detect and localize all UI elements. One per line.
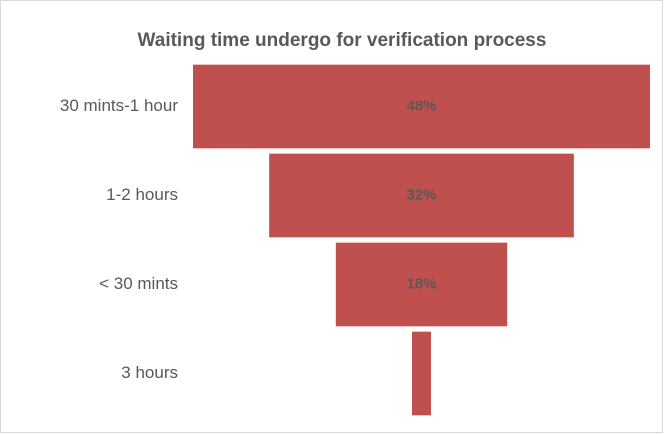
chart-title: Waiting time undergo for verification pr… <box>138 30 547 51</box>
category-label: < 30 mints <box>99 274 178 293</box>
funnel-bar <box>269 153 574 238</box>
category-label: 30 mints-1 hour <box>60 96 178 115</box>
category-label: 3 hours <box>121 363 178 382</box>
data-label: 18% <box>406 275 436 292</box>
data-label: 32% <box>406 186 436 203</box>
data-label: 48% <box>406 97 436 114</box>
funnel-bar <box>335 242 508 327</box>
category-label: 1-2 hours <box>106 185 178 204</box>
funnel-bar <box>193 64 650 149</box>
funnel-bar <box>411 331 432 416</box>
